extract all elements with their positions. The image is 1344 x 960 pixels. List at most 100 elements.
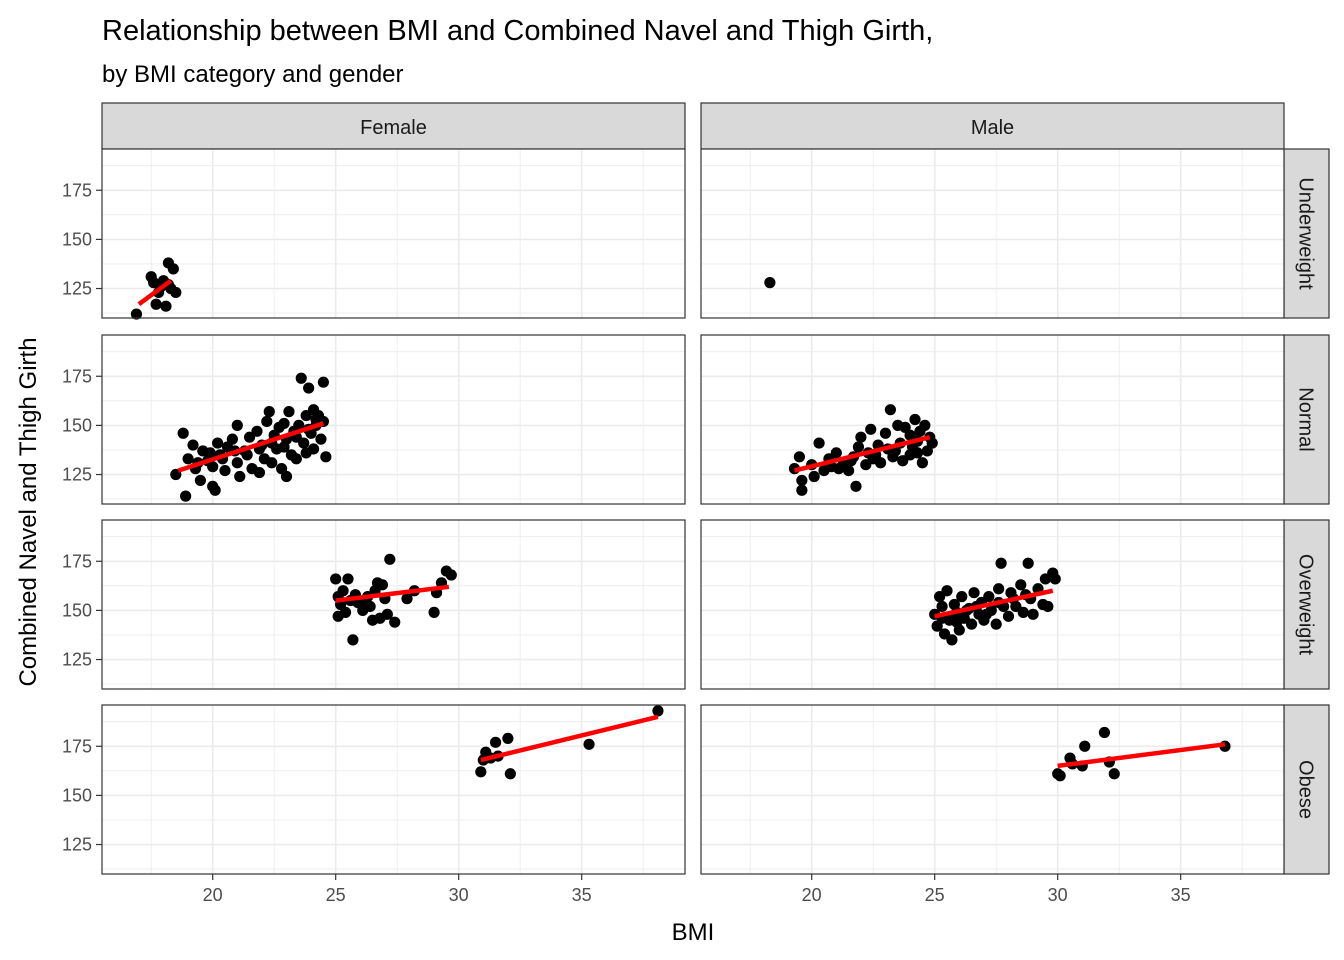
data-point bbox=[253, 466, 266, 479]
data-point bbox=[993, 583, 1005, 595]
data-point bbox=[194, 474, 206, 487]
data-point bbox=[475, 766, 487, 778]
data-point bbox=[278, 417, 290, 430]
data-point bbox=[1022, 557, 1034, 569]
data-point bbox=[884, 404, 897, 416]
data-point bbox=[219, 464, 231, 477]
y-tick-label: 125 bbox=[62, 465, 92, 485]
data-point bbox=[226, 433, 238, 445]
data-point bbox=[339, 606, 352, 618]
facet-strip-overweight bbox=[1283, 519, 1330, 690]
data-point bbox=[990, 618, 1002, 630]
panel-background bbox=[102, 335, 685, 504]
data-point bbox=[317, 376, 329, 388]
x-axis-title: BMI bbox=[672, 919, 715, 946]
data-point bbox=[204, 447, 216, 459]
facet-strip-label: Normal bbox=[1295, 387, 1317, 451]
data-point bbox=[1002, 610, 1015, 622]
panel-male-normal bbox=[700, 334, 1285, 505]
data-point bbox=[1098, 726, 1111, 739]
data-point bbox=[401, 593, 413, 605]
data-point bbox=[320, 451, 332, 463]
data-point bbox=[261, 415, 273, 428]
regression-line bbox=[480, 714, 659, 763]
data-point bbox=[376, 579, 389, 591]
y-tick-label: 175 bbox=[62, 366, 92, 386]
data-point bbox=[283, 406, 295, 418]
x-tick-label: 20 bbox=[802, 885, 822, 905]
y-tick-label: 175 bbox=[62, 551, 92, 571]
panel-background bbox=[701, 705, 1284, 874]
data-point bbox=[796, 484, 808, 496]
facet-panels: Female Male Underweight Normal Overweight Obe… bbox=[62, 102, 1330, 905]
data-point bbox=[384, 553, 396, 565]
data-point bbox=[290, 453, 302, 465]
y-tick-label: 125 bbox=[62, 279, 92, 299]
y-axis-title: Combined Navel and Thigh Girth bbox=[15, 337, 42, 686]
data-point bbox=[389, 616, 401, 628]
facet-strip-label: Obese bbox=[1295, 760, 1317, 819]
data-point bbox=[764, 277, 776, 289]
y-tick-label: 150 bbox=[62, 229, 92, 249]
data-point bbox=[946, 634, 958, 646]
data-point bbox=[956, 591, 968, 603]
data-point bbox=[830, 447, 842, 459]
data-point bbox=[813, 437, 825, 449]
x-tick-label: 30 bbox=[1048, 885, 1068, 905]
panel-border bbox=[700, 148, 1285, 319]
panel-female-normal bbox=[101, 334, 686, 505]
data-point bbox=[231, 419, 243, 431]
panel-male-obese bbox=[700, 704, 1285, 875]
data-point bbox=[295, 372, 307, 384]
data-point bbox=[1079, 740, 1091, 752]
data-point bbox=[855, 431, 867, 443]
x-tick-label: 20 bbox=[203, 885, 223, 905]
data-point bbox=[212, 437, 224, 449]
data-point bbox=[266, 457, 278, 469]
data-point bbox=[926, 437, 938, 449]
data-point bbox=[187, 439, 199, 451]
facet-strip-underweight bbox=[1283, 148, 1330, 319]
data-point bbox=[852, 441, 865, 453]
data-point bbox=[1027, 608, 1039, 620]
data-point bbox=[504, 768, 516, 780]
panel-background bbox=[701, 149, 1284, 318]
data-point bbox=[263, 406, 275, 418]
data-point bbox=[980, 608, 992, 620]
facet-strip-normal bbox=[1283, 334, 1330, 505]
y-tick-label: 150 bbox=[62, 785, 92, 805]
x-tick-label: 25 bbox=[925, 885, 945, 905]
y-tick-label: 175 bbox=[62, 180, 92, 200]
data-point bbox=[177, 427, 189, 439]
y-tick-label: 125 bbox=[62, 835, 92, 855]
data-point bbox=[1017, 606, 1029, 618]
data-point bbox=[364, 600, 376, 613]
data-point bbox=[1054, 770, 1066, 782]
panel-border bbox=[700, 704, 1285, 875]
data-point bbox=[310, 413, 322, 426]
data-point bbox=[150, 298, 162, 310]
data-point bbox=[241, 449, 253, 461]
panel-background bbox=[102, 520, 685, 689]
y-tick-label: 125 bbox=[62, 650, 92, 670]
data-point bbox=[381, 608, 393, 620]
facet-strip-label: Underweight bbox=[1295, 177, 1317, 290]
data-point bbox=[983, 591, 995, 603]
data-point bbox=[916, 457, 928, 469]
data-point bbox=[951, 616, 963, 628]
panel-border bbox=[700, 334, 1285, 505]
regression-line bbox=[335, 584, 450, 603]
data-point bbox=[865, 423, 877, 435]
data-point bbox=[234, 470, 246, 483]
data-point bbox=[170, 286, 182, 299]
panel-border bbox=[101, 704, 686, 875]
data-point bbox=[167, 263, 179, 275]
data-point bbox=[941, 585, 953, 597]
data-point bbox=[280, 470, 293, 483]
data-point bbox=[850, 480, 862, 492]
x-tick-label: 25 bbox=[326, 885, 346, 905]
data-point bbox=[278, 441, 290, 453]
facet-strip-label: Male bbox=[971, 117, 1014, 139]
panel-border bbox=[101, 334, 686, 505]
